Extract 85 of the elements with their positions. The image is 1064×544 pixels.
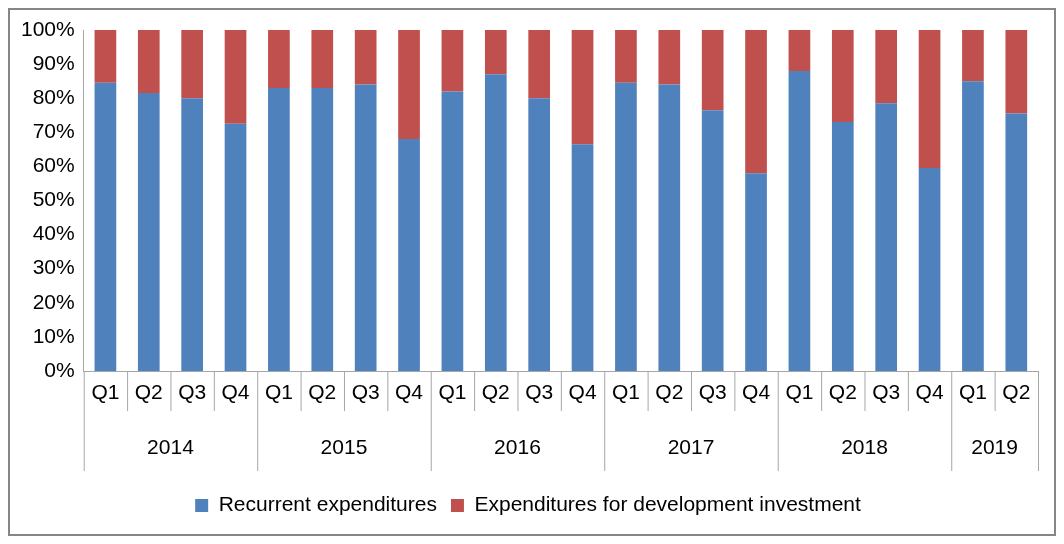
y-tick-label: 40% [32,221,75,245]
legend-label: Expenditures for development investment [474,492,861,516]
y-tick-label: 60% [32,153,75,177]
x-tick-label: Q1 [958,380,987,404]
bar [137,30,160,94]
bar [831,30,854,123]
bar [615,30,637,83]
x-tick-label: Q1 [438,380,467,404]
bar [354,84,377,371]
bar [441,30,464,92]
bar [181,98,203,371]
bar [94,30,117,83]
bar [918,30,941,169]
bar [745,173,767,371]
bar [224,123,247,371]
bar [571,144,594,371]
bar [398,30,420,140]
y-tick-label: 80% [32,85,75,108]
bar [354,30,377,85]
bar [268,30,290,88]
bar [484,30,507,75]
x-tick-label: Q1 [785,380,814,404]
y-tick-label: 70% [32,119,75,143]
bar [571,30,594,145]
y-tick-label: 0% [44,357,75,381]
bar [311,30,334,88]
y-tick-label: 20% [32,289,75,313]
x-tick-label: Q2 [481,380,510,404]
text: 2018 [841,434,888,458]
x-tick-label: Q4 [742,380,771,404]
text: 2017 [667,434,715,458]
bar [962,30,984,82]
x-tick-label: Q2 [134,380,163,404]
bar [745,30,767,174]
bar [484,74,507,371]
bar [788,70,811,371]
x-tick-label: Q2 [828,380,857,404]
x-tick-label: Q4 [395,380,424,404]
y-tick-label: 10% [32,323,75,347]
x-tick-label: Q3 [698,380,727,404]
bar [528,98,551,371]
text: 2014 [147,434,195,458]
bar [658,30,681,85]
bar [701,30,724,111]
bar [1005,30,1028,114]
bar [137,93,160,371]
x-tick-label: Q2 [308,380,337,404]
y-tick-label: 50% [32,187,75,211]
x-tick-label: Q3 [178,380,207,404]
bar [94,82,117,371]
bar [1005,113,1028,371]
x-tick-label: Q1 [91,380,120,404]
text: 2015 [320,434,368,458]
x-tick-label: Q4 [915,380,944,404]
x-tick-label: Q3 [351,380,380,404]
x-tick-label: Q3 [872,380,901,404]
bar [658,84,681,371]
bar [615,82,637,371]
bar [962,81,984,371]
x-tick-label: Q3 [525,380,554,404]
y-tick-label: 30% [32,255,75,279]
text: 2016 [494,434,541,458]
bar [441,91,464,371]
bar [181,30,203,99]
bar [268,87,290,371]
x-tick-label: Q2 [1002,380,1031,404]
bar [311,87,334,371]
bar [875,30,898,104]
y-tick-label: 100% [20,16,75,40]
bar [528,30,551,99]
text: 2019 [971,434,1018,458]
x-tick-label: Q4 [568,380,597,404]
x-tick-label: Q1 [611,380,640,404]
bar [918,168,941,371]
x-tick-label: Q4 [221,380,250,404]
bar [875,103,898,371]
bar [831,122,854,371]
bar [398,139,420,371]
legend-label: Recurrent expenditures [218,492,437,516]
bar [224,30,247,124]
bar [788,30,811,71]
bar [701,110,724,371]
y-tick-label: 90% [32,50,75,74]
x-tick-label: Q1 [264,380,293,404]
x-tick-label: Q2 [655,380,684,404]
